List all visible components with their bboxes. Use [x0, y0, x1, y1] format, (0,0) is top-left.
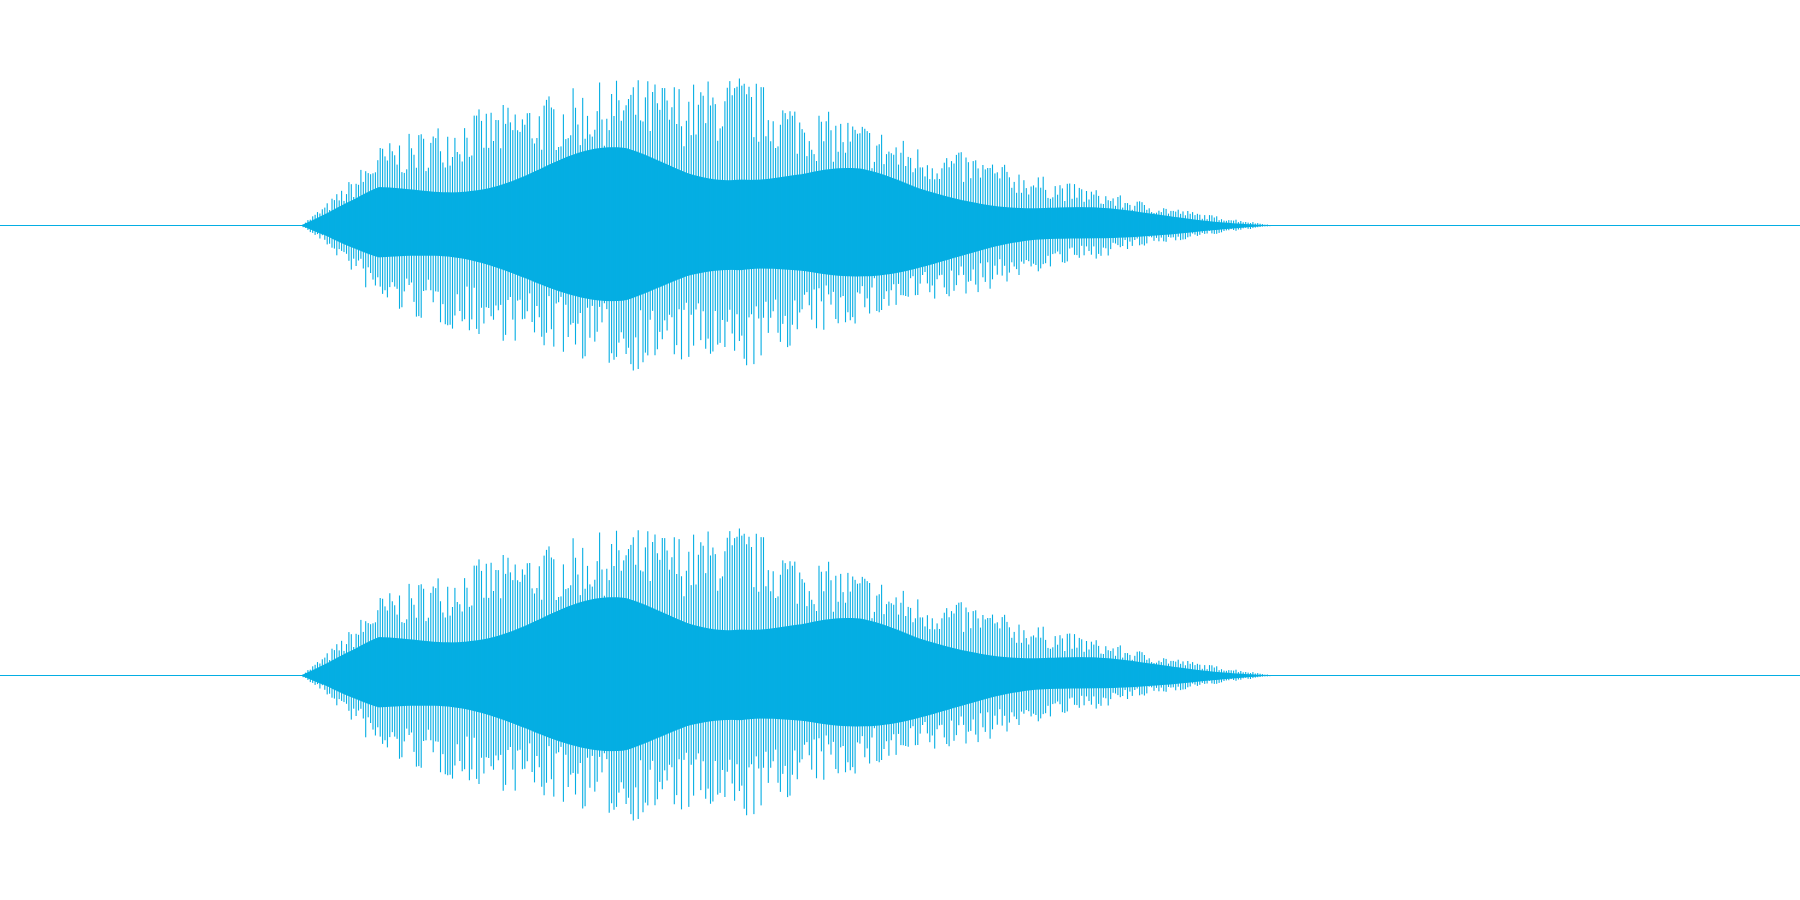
- page: (() => { const data = JSON.parse(documen…: [0, 78, 1800, 821]
- waveform-view: [0, 78, 1800, 821]
